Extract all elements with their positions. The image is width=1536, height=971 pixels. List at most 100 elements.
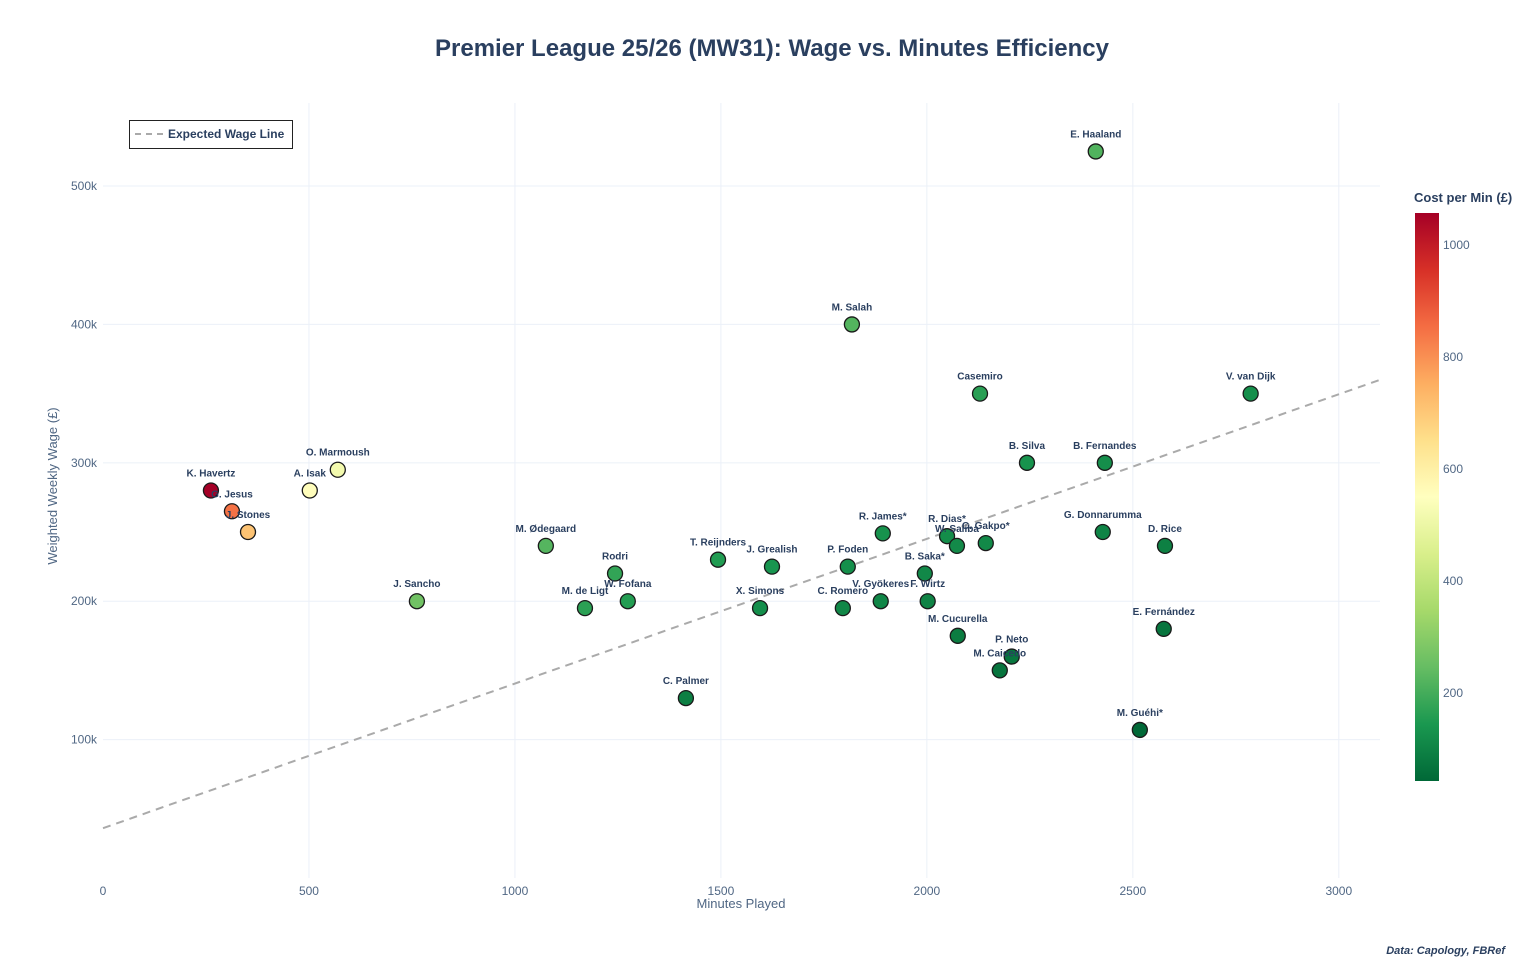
data-point — [751, 599, 769, 617]
colorbar-tick-label: 400 — [1443, 574, 1463, 588]
data-label: J. Stones — [226, 510, 271, 521]
data-point — [709, 551, 727, 568]
data-label: B. Fernandes — [1073, 441, 1137, 452]
data-label: R. Dias* — [928, 514, 966, 525]
data-point — [1156, 537, 1174, 555]
data-point — [839, 558, 856, 575]
data-label: M. Guéhi* — [1117, 708, 1163, 719]
data-label: P. Neto — [995, 635, 1028, 646]
data-point — [872, 593, 889, 610]
data-label: J. Sancho — [393, 579, 440, 590]
x-axis-ticks: 0 500 1000 1500 2000 2500 3000 — [100, 884, 1353, 898]
data-label: F. Wirtz — [910, 579, 945, 590]
data-label: J. Grealish — [746, 545, 797, 556]
data-label: C. Gakpo* — [962, 521, 1010, 532]
data-label: M. Cucurella — [928, 614, 988, 625]
data-label: W. Saliba — [935, 524, 979, 535]
data-label: M. de Ligt — [562, 586, 609, 597]
data-point — [1242, 385, 1259, 402]
legend[interactable]: Expected Wage Line — [129, 120, 293, 149]
y-tick-label: 300k — [71, 456, 98, 470]
data-point — [301, 482, 318, 499]
data-label: M. Ødegaard — [516, 524, 577, 535]
y-tick-label: 200k — [71, 594, 98, 608]
colorbar-tick-label: 200 — [1443, 686, 1463, 700]
data-point — [834, 599, 851, 617]
grid — [103, 103, 1380, 878]
data-point — [202, 482, 220, 499]
data-point — [971, 385, 989, 402]
data-label: R. James* — [859, 511, 907, 522]
data-label: X. Simons — [736, 586, 785, 597]
data-point — [1087, 143, 1104, 160]
data-label: Casemiro — [957, 372, 1003, 383]
data-point — [763, 558, 781, 575]
data-point — [408, 593, 426, 610]
data-label: Rodri — [602, 552, 628, 563]
x-tick-label: 0 — [100, 884, 107, 898]
data-point — [1131, 721, 1148, 739]
y-tick-label: 100k — [71, 733, 98, 747]
data-label: B. Silva — [1009, 441, 1046, 452]
data-point — [916, 565, 933, 582]
legend-entry[interactable]: Expected Wage Line — [168, 127, 285, 141]
data-label: C. Palmer — [663, 676, 709, 687]
x-tick-label: 1000 — [502, 884, 529, 898]
data-point — [677, 689, 695, 707]
data-point — [843, 316, 861, 333]
data-point — [1094, 523, 1111, 541]
data-label: M. Salah — [832, 302, 873, 313]
data-point — [991, 662, 1008, 679]
x-axis-title: Minutes Played — [697, 896, 786, 911]
colorbar-tick-label: 800 — [1443, 350, 1463, 364]
data-label: W. Fofana — [604, 579, 652, 590]
data-label: G. Donnarumma — [1064, 510, 1142, 521]
y-tick-label: 500k — [71, 179, 98, 193]
data-label: K. Havertz — [186, 469, 235, 480]
data-point — [1003, 648, 1020, 665]
colorbar-tick-label: 600 — [1443, 462, 1463, 476]
y-tick-label: 400k — [71, 317, 98, 331]
data-label: E. Fernández — [1133, 607, 1195, 618]
data-point — [619, 593, 636, 610]
data-point — [576, 599, 594, 617]
data-points — [202, 143, 1259, 739]
data-point — [938, 528, 956, 545]
y-axis-title: Weighted Weekly Wage (£) — [45, 407, 60, 564]
data-point — [919, 593, 936, 610]
x-tick-label: 1500 — [708, 884, 735, 898]
data-label: V. van Dijk — [1226, 372, 1276, 383]
data-label: T. Reijnders — [690, 538, 747, 549]
data-label: D. Rice — [1148, 524, 1182, 535]
data-label: G. Jesus — [211, 489, 253, 500]
data-point — [329, 461, 346, 478]
data-point — [949, 627, 966, 644]
data-point — [1155, 620, 1172, 638]
y-axis-ticks: 100k 200k 300k 400k 500k — [71, 179, 98, 747]
data-label: M. Caicedo — [973, 648, 1026, 659]
source-note: Data: Capology, FBRef — [1386, 945, 1506, 957]
x-tick-label: 2500 — [1119, 884, 1146, 898]
colorbar-gradient — [1415, 213, 1439, 781]
data-point — [606, 565, 624, 582]
data-point — [977, 534, 994, 552]
legend-box — [129, 120, 293, 149]
x-tick-label: 2000 — [914, 884, 941, 898]
data-point — [239, 523, 257, 541]
data-label: P. Foden — [827, 545, 868, 556]
data-label: V. Gyökeres — [852, 579, 909, 590]
x-tick-label: 3000 — [1325, 884, 1352, 898]
x-tick-label: 500 — [299, 884, 319, 898]
point-labels: E. Haaland M. Salah Casemiro V. van Dijk B. … — [186, 129, 1275, 718]
data-point — [537, 537, 554, 555]
colorbar: Cost per Min (£) 200 400 600 800 1000 — [1414, 190, 1512, 781]
data-point — [223, 503, 241, 520]
data-point — [948, 537, 966, 555]
chart-title: Premier League 25/26 (MW31): Wage vs. Mi… — [435, 35, 1110, 62]
data-point — [1096, 454, 1113, 471]
data-label: E. Haaland — [1070, 129, 1121, 140]
colorbar-title: Cost per Min (£) — [1414, 190, 1512, 205]
expected-wage-line — [102, 378, 1381, 830]
data-label: B. Saka* — [905, 552, 945, 563]
